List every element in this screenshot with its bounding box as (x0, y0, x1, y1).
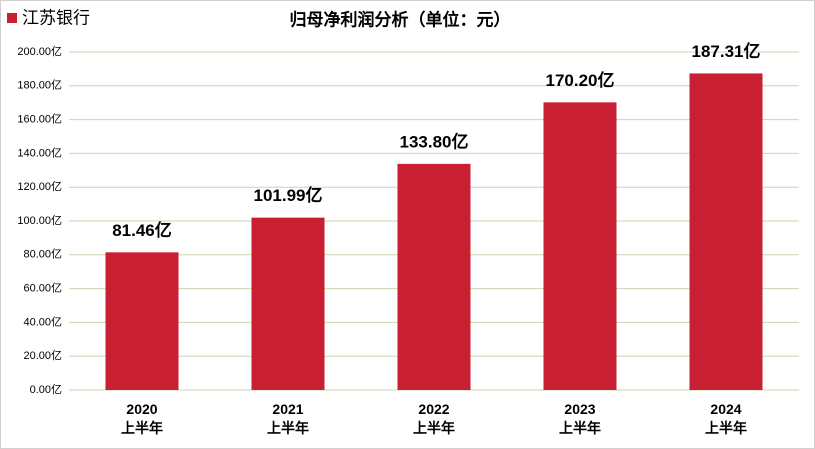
y-tick-label: 160.00亿 (17, 113, 62, 126)
y-tick-label: 60.00亿 (23, 282, 62, 295)
y-tick-label: 80.00亿 (23, 248, 62, 261)
y-tick-label: 40.00亿 (23, 315, 62, 328)
legend-label: 江苏银行 (22, 8, 90, 27)
y-tick-label: 200.00亿 (17, 45, 62, 58)
x-tick-label: 2021 上半年 (267, 401, 309, 436)
value-label: 170.20亿 (546, 70, 615, 90)
y-tick-label: 140.00亿 (17, 146, 62, 159)
bar (543, 102, 617, 390)
bar (689, 73, 763, 390)
bar (105, 252, 179, 390)
bar (397, 163, 471, 390)
y-tick-label: 20.00亿 (23, 349, 62, 362)
x-tick-label: 2020 上半年 (121, 401, 163, 436)
y-tick-label: 180.00亿 (17, 79, 62, 92)
x-tick-label: 2022 上半年 (413, 401, 455, 436)
x-tick-label: 2023 上半年 (559, 401, 601, 436)
y-tick-label: 0.00亿 (30, 383, 62, 396)
bar (251, 217, 325, 390)
value-label: 133.80亿 (400, 131, 469, 151)
value-label: 187.31亿 (692, 41, 761, 61)
x-tick-label: 2024 上半年 (705, 401, 747, 436)
y-tick-label: 120.00亿 (17, 180, 62, 193)
y-tick-label: 100.00亿 (17, 214, 62, 227)
value-label: 81.46亿 (112, 220, 172, 240)
value-label: 101.99亿 (254, 185, 323, 205)
chart-title: 归母净利润分析（单位：元） (290, 9, 511, 29)
legend-swatch (7, 13, 17, 23)
